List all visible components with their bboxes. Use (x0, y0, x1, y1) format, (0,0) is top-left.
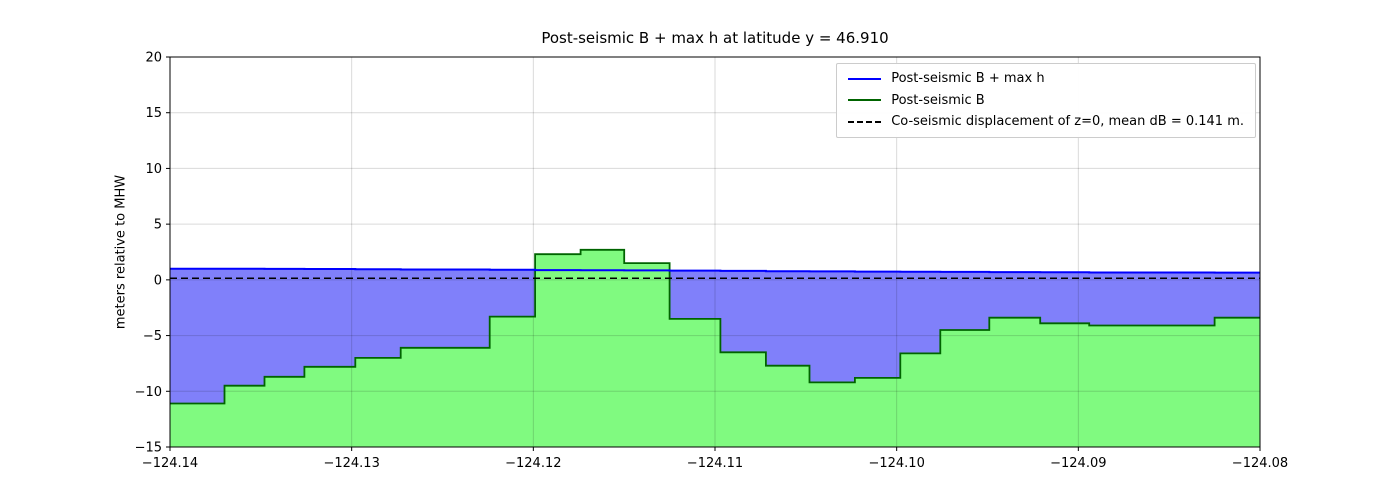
y-tick-label: −10 (135, 385, 162, 400)
x-tick-label: −124.11 (687, 456, 743, 471)
y-tick-label: −15 (135, 441, 162, 456)
x-tick-label: −124.10 (868, 456, 924, 471)
y-tick-label: 0 (154, 273, 162, 288)
legend: Post-seismic B + max h Post-seismic B Co… (836, 63, 1256, 138)
legend-label: Co-seismic displacement of z=0, mean dB … (891, 114, 1244, 130)
dashed-line-key-icon (848, 120, 882, 123)
legend-item: Post-seismic B (848, 93, 1244, 109)
green-step-line (170, 248, 1260, 405)
chart-title: Post-seismic B + max h at latitude y = 4… (541, 29, 889, 47)
legend-item: Post-seismic B + max h (848, 71, 1244, 87)
green-line-key-icon (848, 99, 882, 102)
y-tick-label: 5 (154, 218, 162, 233)
green-area (170, 249, 1260, 447)
y-tick-label: −5 (143, 329, 162, 344)
y-tick-label: 20 (145, 51, 162, 66)
blue-line (170, 267, 1260, 274)
y-tick-label: 10 (145, 162, 162, 177)
x-tick-label: −124.14 (142, 456, 198, 471)
x-tick-label: −124.12 (505, 456, 561, 471)
legend-label: Post-seismic B + max h (891, 71, 1045, 86)
legend-item: Co-seismic displacement of z=0, mean dB … (848, 114, 1244, 130)
x-tick-label: −124.09 (1050, 456, 1106, 471)
x-tick-label: −124.08 (1232, 456, 1288, 471)
blue-line-key-icon (848, 77, 882, 80)
legend-label: Post-seismic B (891, 92, 985, 108)
x-tick-label: −124.13 (323, 456, 379, 471)
y-axis-label: meters relative to MHW (113, 174, 129, 330)
y-tick-label: 15 (145, 106, 162, 121)
